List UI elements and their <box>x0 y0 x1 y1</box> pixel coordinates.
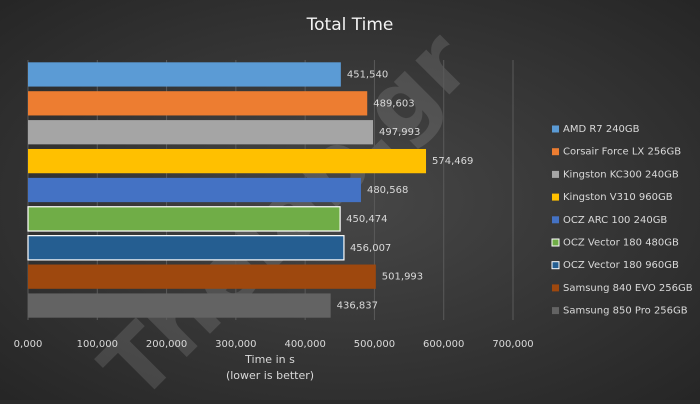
legend-swatch <box>552 170 559 178</box>
x-tick-label: 500,000 <box>354 339 395 350</box>
data-label: 456,007 <box>350 243 391 254</box>
x-axis-label: (lower is better) <box>226 369 314 382</box>
legend-swatch <box>552 193 559 201</box>
legend-label: Kingston KC300 240GB <box>563 169 679 180</box>
bar <box>28 148 427 174</box>
x-tick-label: 700,000 <box>492 339 533 350</box>
bar <box>27 235 345 261</box>
legend-label: Corsair Force LX 256GB <box>563 147 681 158</box>
legend-label: Samsung 840 EVO 256GB <box>563 283 693 294</box>
bar <box>28 264 376 289</box>
legend-swatch <box>552 307 559 315</box>
x-tick-label: 100,000 <box>77 339 118 350</box>
x-tick-label: 400,000 <box>284 339 325 350</box>
bar <box>28 91 368 116</box>
legend-swatch <box>552 216 559 224</box>
legend-swatch <box>552 284 559 292</box>
data-label: 501,993 <box>382 272 423 283</box>
data-label: 489,603 <box>373 98 414 109</box>
x-axis-label: Time in s <box>244 353 295 366</box>
bar <box>28 62 341 87</box>
legend-label: AMD R7 240GB <box>563 124 640 135</box>
legend-swatch <box>551 238 560 247</box>
data-label: 480,568 <box>367 185 408 196</box>
legend-label: Samsung 850 Pro 256GB <box>563 306 688 317</box>
bar <box>28 177 361 203</box>
x-tick-label: 300,000 <box>215 339 256 350</box>
chart-title: Total Time <box>306 15 394 35</box>
data-label: 574,469 <box>432 156 473 167</box>
x-tick-label: 200,000 <box>146 339 187 350</box>
data-label: 497,993 <box>379 127 420 138</box>
legend-label: Kingston V310 960GB <box>563 192 673 203</box>
legend-label: OCZ ARC 100 240GB <box>563 215 667 226</box>
data-label: 451,540 <box>347 69 388 80</box>
data-label: 436,837 <box>337 301 378 312</box>
legend-swatch <box>552 148 559 156</box>
bar <box>28 293 331 318</box>
bar <box>27 206 341 232</box>
legend-swatch <box>551 261 560 270</box>
x-tick-label: 600,000 <box>423 339 464 350</box>
x-tick-label: 0,000 <box>14 339 43 350</box>
legend-label: OCZ Vector 180 480GB <box>563 238 679 249</box>
legend-swatch <box>552 125 559 133</box>
data-label: 450,474 <box>346 214 387 225</box>
bar <box>28 120 374 145</box>
legend-label: OCZ Vector 180 960GB <box>563 260 679 271</box>
